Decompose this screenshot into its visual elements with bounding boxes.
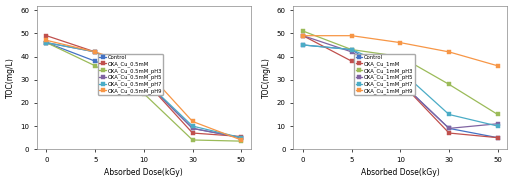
OXA_Cu_1mM_pH3 <box>446 83 452 85</box>
OXA_Cu_1mM_pH7 <box>446 113 452 116</box>
OXA_Cu_1mM <box>397 81 403 83</box>
OXA_Cu_0.5mM_pH7 <box>44 42 50 44</box>
OXA_Cu_0.5mM_pH7 <box>92 51 98 53</box>
Line: OXA_Cu_1mM_pH7: OXA_Cu_1mM_pH7 <box>301 43 500 128</box>
OXA_Cu_1mM_pH9 <box>446 51 452 53</box>
OXA_Cu_0.5mM_pH5 <box>238 137 244 139</box>
Control <box>397 81 403 83</box>
Line: OXA_Cu_1mM_pH9: OXA_Cu_1mM_pH9 <box>301 34 500 68</box>
OXA_Cu_0.5mM_pH3 <box>189 139 195 141</box>
Line: OXA_Cu_0.5mM_pH7: OXA_Cu_0.5mM_pH7 <box>45 41 243 139</box>
Control <box>300 44 306 46</box>
OXA_Cu_0.5mM_pH3 <box>92 65 98 67</box>
OXA_Cu_0.5mM <box>189 132 195 134</box>
OXA_Cu_1mM_pH7 <box>397 69 403 72</box>
OXA_Cu_1mM_pH3 <box>495 113 501 116</box>
OXA_Cu_0.5mM_pH5 <box>92 51 98 53</box>
OXA_Cu_0.5mM <box>238 135 244 138</box>
Line: OXA_Cu_0.5mM_pH5: OXA_Cu_0.5mM_pH5 <box>45 41 243 139</box>
OXA_Cu_0.5mM_pH7 <box>141 79 147 81</box>
OXA_Cu_0.5mM_pH3 <box>44 42 50 44</box>
OXA_Cu_1mM_pH5 <box>446 127 452 130</box>
OXA_Cu_1mM_pH5 <box>397 81 403 83</box>
OXA_Cu_0.5mM_pH9 <box>141 67 147 69</box>
Line: OXA_Cu_0.5mM_pH9: OXA_Cu_0.5mM_pH9 <box>45 39 243 142</box>
Line: OXA_Cu_1mM: OXA_Cu_1mM <box>301 34 500 139</box>
OXA_Cu_0.5mM_pH5 <box>189 127 195 130</box>
OXA_Cu_0.5mM_pH7 <box>189 125 195 127</box>
OXA_Cu_0.5mM_pH3 <box>238 140 244 142</box>
Control <box>44 42 50 44</box>
Line: OXA_Cu_1mM_pH5: OXA_Cu_1mM_pH5 <box>301 34 500 130</box>
OXA_Cu_1mM_pH3 <box>397 55 403 58</box>
Line: OXA_Cu_0.5mM_pH3: OXA_Cu_0.5mM_pH3 <box>45 41 243 143</box>
OXA_Cu_0.5mM_pH9 <box>44 39 50 41</box>
OXA_Cu_1mM_pH5 <box>349 51 355 53</box>
OXA_Cu_0.5mM <box>92 51 98 53</box>
OXA_Cu_0.5mM_pH7 <box>238 137 244 139</box>
Control <box>446 127 452 130</box>
OXA_Cu_1mM_pH9 <box>495 65 501 67</box>
OXA_Cu_1mM_pH3 <box>300 30 306 32</box>
OXA_Cu_1mM_pH3 <box>349 48 355 51</box>
OXA_Cu_1mM <box>300 35 306 37</box>
OXA_Cu_1mM_pH7 <box>300 44 306 46</box>
Control <box>495 137 501 139</box>
Control <box>349 48 355 51</box>
X-axis label: Absorbed Dose(kGy): Absorbed Dose(kGy) <box>361 168 440 178</box>
OXA_Cu_1mM_pH5 <box>495 123 501 125</box>
OXA_Cu_1mM_pH7 <box>349 48 355 51</box>
X-axis label: Absorbed Dose(kGy): Absorbed Dose(kGy) <box>105 168 183 178</box>
OXA_Cu_0.5mM_pH3 <box>141 93 147 95</box>
OXA_Cu_1mM_pH5 <box>300 35 306 37</box>
OXA_Cu_0.5mM <box>44 35 50 37</box>
Control <box>141 79 147 81</box>
Control <box>189 127 195 130</box>
Line: OXA_Cu_0.5mM: OXA_Cu_0.5mM <box>45 34 243 138</box>
OXA_Cu_1mM_pH9 <box>397 42 403 44</box>
OXA_Cu_1mM <box>446 132 452 134</box>
OXA_Cu_1mM_pH7 <box>495 125 501 127</box>
OXA_Cu_0.5mM_pH9 <box>238 139 244 141</box>
Legend: Control, OXA_Cu_1mM, OXA_Cu_1mM_pH3, OXA_Cu_1mM_pH5, OXA_Cu_1mM_pH7, OXA_Cu_1mM_: Control, OXA_Cu_1mM, OXA_Cu_1mM_pH3, OXA… <box>354 54 415 96</box>
Y-axis label: TOC(mg/L): TOC(mg/L) <box>6 57 14 98</box>
Control <box>238 137 244 139</box>
OXA_Cu_0.5mM_pH9 <box>92 51 98 53</box>
OXA_Cu_1mM_pH9 <box>349 35 355 37</box>
Y-axis label: TOC(mg/L): TOC(mg/L) <box>262 57 271 98</box>
OXA_Cu_1mM <box>495 137 501 139</box>
Line: Control: Control <box>301 43 500 139</box>
OXA_Cu_0.5mM <box>141 79 147 81</box>
OXA_Cu_1mM_pH9 <box>300 35 306 37</box>
OXA_Cu_1mM <box>349 60 355 62</box>
Legend: Control, OXA_Cu_0.5mM, OXA_Cu_0.5mM_pH3, OXA_Cu_0.5mM_pH5, OXA_Cu_0.5mM_pH7, OXA: Control, OXA_Cu_0.5mM, OXA_Cu_0.5mM_pH3,… <box>98 54 163 96</box>
OXA_Cu_0.5mM_pH9 <box>189 120 195 123</box>
OXA_Cu_0.5mM_pH5 <box>44 42 50 44</box>
Line: Control: Control <box>45 41 243 139</box>
OXA_Cu_0.5mM_pH5 <box>141 79 147 81</box>
Line: OXA_Cu_1mM_pH3: OXA_Cu_1mM_pH3 <box>301 29 500 116</box>
Control <box>92 60 98 62</box>
